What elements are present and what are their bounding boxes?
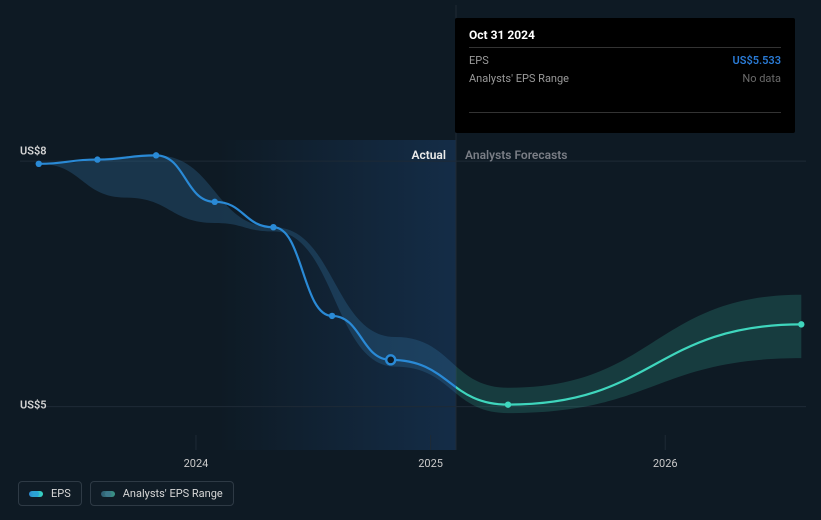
line-icon [29, 491, 43, 497]
legend-label: Analysts' EPS Range [123, 487, 223, 500]
panel-label-actual: Actual [411, 148, 446, 162]
tooltip-key: EPS [469, 52, 489, 70]
tooltip-row-eps: EPS US$5.533 [469, 52, 781, 70]
legend: EPS Analysts' EPS Range [18, 481, 234, 506]
x-tick-label: 2025 [418, 457, 443, 470]
legend-item-range[interactable]: Analysts' EPS Range [90, 481, 234, 506]
legend-label: EPS [51, 487, 71, 500]
tooltip-divider [469, 112, 781, 113]
hover-tooltip: Oct 31 2024 EPS US$5.533 Analysts' EPS R… [455, 18, 795, 133]
legend-item-eps[interactable]: EPS [18, 481, 82, 506]
panel-label-forecast: Analysts Forecasts [465, 148, 567, 162]
y-tick-label: US$8 [20, 145, 47, 158]
tooltip-key: Analysts' EPS Range [469, 70, 569, 88]
tooltip-row-range: Analysts' EPS Range No data [469, 70, 781, 88]
eps-chart: { "chart": { "type": "line", "width_px":… [0, 0, 821, 520]
line-icon [101, 491, 115, 497]
tooltip-val: No data [742, 70, 781, 88]
x-tick-label: 2026 [653, 457, 678, 470]
tooltip-val: US$5.533 [733, 52, 782, 70]
y-tick-label: US$5 [20, 398, 47, 411]
x-tick-label: 2024 [184, 457, 209, 470]
tooltip-date: Oct 31 2024 [469, 28, 781, 48]
